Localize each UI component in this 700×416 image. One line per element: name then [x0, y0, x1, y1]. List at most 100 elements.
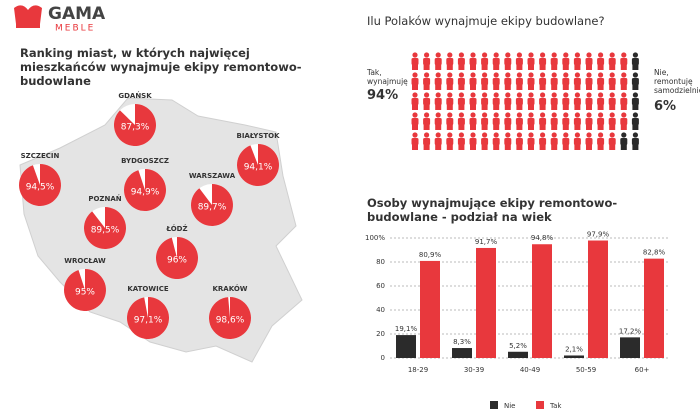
map-title: Ranking miast, w których najwięcej miesz…: [20, 46, 302, 88]
pie-slice: [209, 297, 252, 339]
person-icon: [492, 52, 500, 70]
person-icon: [434, 112, 442, 130]
bar: [508, 351, 528, 358]
x-tick-label: 18-29: [408, 366, 428, 374]
bar-label: 19,1%: [395, 325, 418, 333]
y-tick-label: 20: [376, 330, 385, 338]
pie-slice: [64, 269, 107, 311]
person-icon: [504, 112, 512, 130]
city-name: KATOWICE: [127, 285, 168, 293]
bar: [644, 258, 664, 358]
person-icon: [481, 72, 489, 90]
bar: [452, 348, 472, 358]
person-icon: [469, 92, 477, 110]
bar-label: 91,7%: [475, 238, 498, 246]
person-icon: [446, 52, 454, 70]
person-icon: [481, 132, 489, 150]
pie-value: 96%: [167, 256, 187, 266]
city-name: ŁÓDŹ: [165, 224, 187, 233]
pie-value: 94,5%: [26, 183, 55, 193]
person-icon: [411, 112, 419, 130]
person-icon: [527, 52, 535, 70]
x-tick-label: 40-49: [520, 366, 540, 374]
person-icon: [562, 132, 570, 150]
person-icon: [492, 132, 500, 150]
person-icon: [597, 132, 605, 150]
person-icon: [631, 132, 639, 150]
person-icon: [527, 72, 535, 90]
person-icon: [423, 112, 431, 130]
pie-slice: [114, 104, 157, 146]
legend-swatch: [536, 401, 544, 409]
logo-tagline: MEBLE: [55, 24, 95, 34]
person-icon: [585, 92, 593, 110]
y-tick-label: 60: [376, 282, 385, 290]
x-tick-label: 50-59: [576, 366, 596, 374]
person-icon: [515, 52, 523, 70]
x-tick-label: 30-39: [464, 366, 484, 374]
person-icon: [423, 72, 431, 90]
person-icon: [504, 132, 512, 150]
person-icon: [550, 112, 558, 130]
person-icon: [597, 92, 605, 110]
bar: [620, 337, 640, 358]
bar-label: 8,3%: [453, 338, 471, 346]
person-icon: [527, 132, 535, 150]
pie-value: 97,1%: [134, 316, 163, 326]
bar-label: 2,1%: [565, 345, 583, 353]
person-icon: [492, 92, 500, 110]
city-name: WROCŁAW: [64, 257, 106, 265]
person-icon: [446, 112, 454, 130]
bar-label: 82,8%: [643, 249, 666, 257]
person-icon: [504, 92, 512, 110]
y-tick-label: 80: [376, 258, 385, 266]
city-name: BYDGOSZCZ: [121, 157, 169, 165]
pie-slice: [18, 164, 61, 207]
person-icon: [527, 112, 535, 130]
person-icon: [562, 92, 570, 110]
person-icon: [469, 132, 477, 150]
person-icon: [481, 112, 489, 130]
person-icon: [457, 92, 465, 110]
pie-slice: [156, 237, 199, 279]
person-icon: [573, 72, 581, 90]
person-icon: [585, 112, 593, 130]
bar-label: 80,9%: [419, 251, 442, 259]
waffle-label: Nie, remontuję samodzielnie: [654, 68, 700, 95]
person-icon: [620, 132, 628, 150]
waffle-title: Ilu Polaków wynajmuje ekipy budowlane?: [367, 14, 605, 28]
person-icon: [457, 52, 465, 70]
bar-label: 94,8%: [531, 234, 554, 242]
person-icon: [434, 92, 442, 110]
person-icon: [562, 72, 570, 90]
person-icon: [550, 132, 558, 150]
person-icon: [573, 52, 581, 70]
logo-icon: [14, 5, 42, 28]
person-icon: [434, 52, 442, 70]
person-icon: [608, 72, 616, 90]
person-icon: [597, 112, 605, 130]
y-tick-label: 100%: [365, 234, 385, 242]
person-icon: [446, 92, 454, 110]
waffle-value: 6%: [654, 99, 677, 114]
person-icon: [597, 52, 605, 70]
person-icon: [539, 132, 547, 150]
person-icon: [620, 72, 628, 90]
person-icon: [631, 92, 639, 110]
person-icon: [469, 52, 477, 70]
person-icon: [423, 132, 431, 150]
person-icon: [434, 72, 442, 90]
person-icon: [608, 52, 616, 70]
logo-name: GAMA: [48, 4, 106, 24]
pie-value: 89,7%: [198, 203, 227, 213]
person-icon: [515, 132, 523, 150]
waffle-label: Tak, wynajmuję: [367, 68, 408, 86]
city-name: BIAŁYSTOK: [236, 132, 280, 140]
pie-slice: [191, 184, 233, 226]
x-tick-label: 60+: [635, 366, 650, 374]
legend-label: Tak: [549, 402, 562, 410]
person-icon: [539, 52, 547, 70]
bar: [476, 247, 496, 358]
pie-value: 94,9%: [131, 188, 160, 198]
person-icon: [539, 112, 547, 130]
